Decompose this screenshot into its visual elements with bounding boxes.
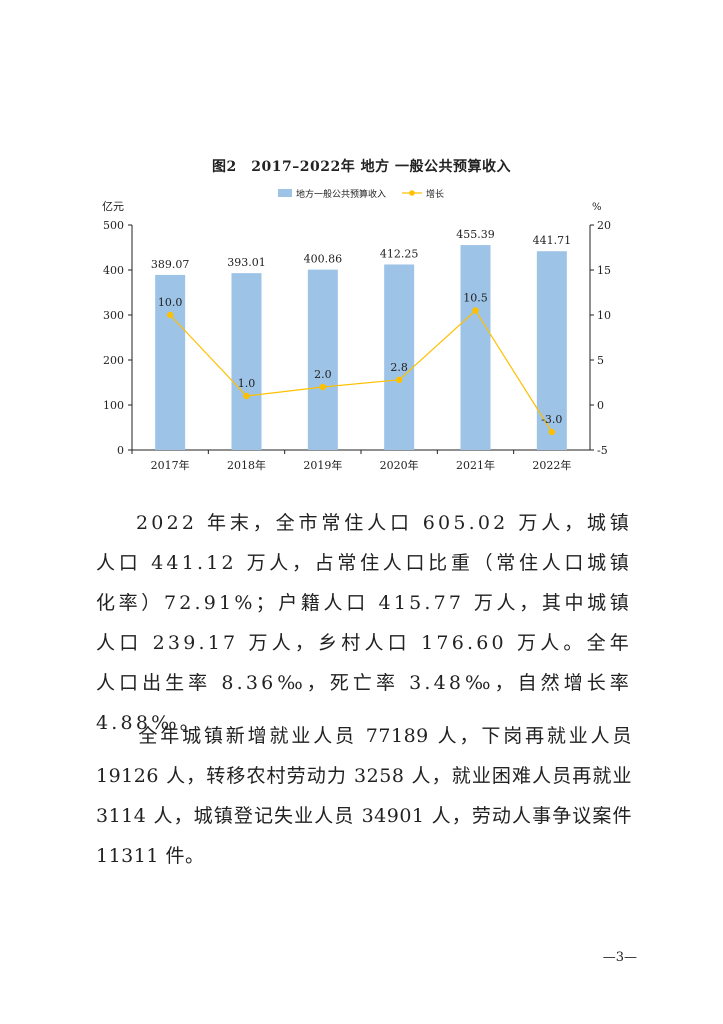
growth-polyline: [169, 309, 553, 433]
growth-label: 10.0: [158, 296, 183, 309]
revenue-bar-label: 441.71: [533, 234, 572, 247]
left-tick-label: 300: [103, 309, 124, 322]
x-tick-label: 2020年: [380, 458, 419, 472]
revenue-bar-label: 393.01: [227, 256, 266, 269]
growth-label: -3.0: [541, 413, 562, 426]
growth-point: [243, 392, 250, 400]
x-tick-label: 2019年: [303, 458, 342, 472]
growth-point: [166, 311, 174, 319]
left-tick-label: 500: [103, 219, 124, 232]
chart-title: 图2 2017–2022年 地方 一般公共预算收入: [212, 159, 511, 175]
left-tick-label: 0: [117, 444, 124, 457]
legend-bar-swatch: [278, 189, 292, 197]
right-unit-label: %: [592, 202, 602, 213]
left-tick-label: 400: [103, 264, 124, 277]
chart-growth-line: 10.0 1.0 2.0 2.8 10.5 -3.0: [158, 292, 562, 436]
legend-line-label: 增长: [426, 188, 444, 200]
right-tick-label: -5: [597, 444, 608, 457]
page-number: —3—: [602, 950, 637, 965]
x-tick-label: 2021年: [456, 458, 495, 472]
left-tick-label: 100: [103, 399, 124, 412]
left-tick-label: 200: [103, 354, 124, 367]
growth-point: [319, 383, 327, 391]
x-tick-label: 2018年: [227, 458, 266, 472]
x-tick-label: 2022年: [532, 458, 571, 472]
legend-bar-label: 地方一般公共预算收入: [296, 188, 386, 200]
right-tick-label: 20: [597, 219, 611, 232]
revenue-bar-label: 455.39: [456, 228, 495, 241]
growth-label: 10.5: [463, 292, 488, 305]
employment-paragraph: 全年城镇新增就业人员 77189 人，下岗再就业人员 19126 人，转移农村劳…: [96, 716, 632, 876]
revenue-bar-label: 412.25: [380, 247, 419, 260]
population-paragraph: 2022 年末，全市常住人口 605.02 万人，城镇人口 441.12 万人，…: [96, 503, 632, 743]
growth-point: [548, 428, 556, 436]
growth-point: [395, 376, 403, 383]
right-tick-label: 0: [597, 399, 604, 412]
revenue-bar-label: 389.07: [151, 258, 190, 271]
chart-legend: 地方一般公共预算收入 增长: [278, 188, 444, 200]
revenue-bar: [155, 274, 186, 450]
employment-text: 全年城镇新增就业人员 77189 人，下岗再就业人员 19126 人，转移农村劳…: [96, 725, 632, 867]
chart-axes: 0 100 200 300 400 500 -5 0 5 10 15 20 亿元 % 2017年 2018年 2…: [102, 200, 611, 472]
right-tick-label: 5: [597, 354, 604, 367]
left-unit-label: 亿元: [102, 200, 124, 213]
legend-line-marker: [409, 190, 415, 196]
revenue-bar: [307, 269, 338, 450]
revenue-chart: 地方一般公共预算收入 增长 0 100 200 300 400 500 -5 0 5 10 15 20 亿…: [102, 188, 611, 472]
growth-label: 2.8: [390, 361, 408, 374]
revenue-bar: [231, 273, 262, 450]
revenue-bar: [460, 245, 491, 450]
revenue-bar-label: 400.86: [304, 253, 343, 266]
revenue-bar: [384, 264, 415, 450]
right-tick-label: 10: [597, 309, 611, 322]
growth-point: [472, 307, 479, 314]
population-text: 2022 年末，全市常住人口 605.02 万人，城镇人口 441.12 万人，…: [96, 512, 632, 734]
growth-label: 1.0: [238, 377, 256, 390]
x-tick-label: 2017年: [151, 458, 190, 472]
chart-bars: 389.07 393.01 400.86 412.25 455.39 441.71: [151, 228, 571, 450]
growth-label: 2.0: [314, 368, 332, 381]
right-tick-label: 15: [597, 264, 611, 277]
